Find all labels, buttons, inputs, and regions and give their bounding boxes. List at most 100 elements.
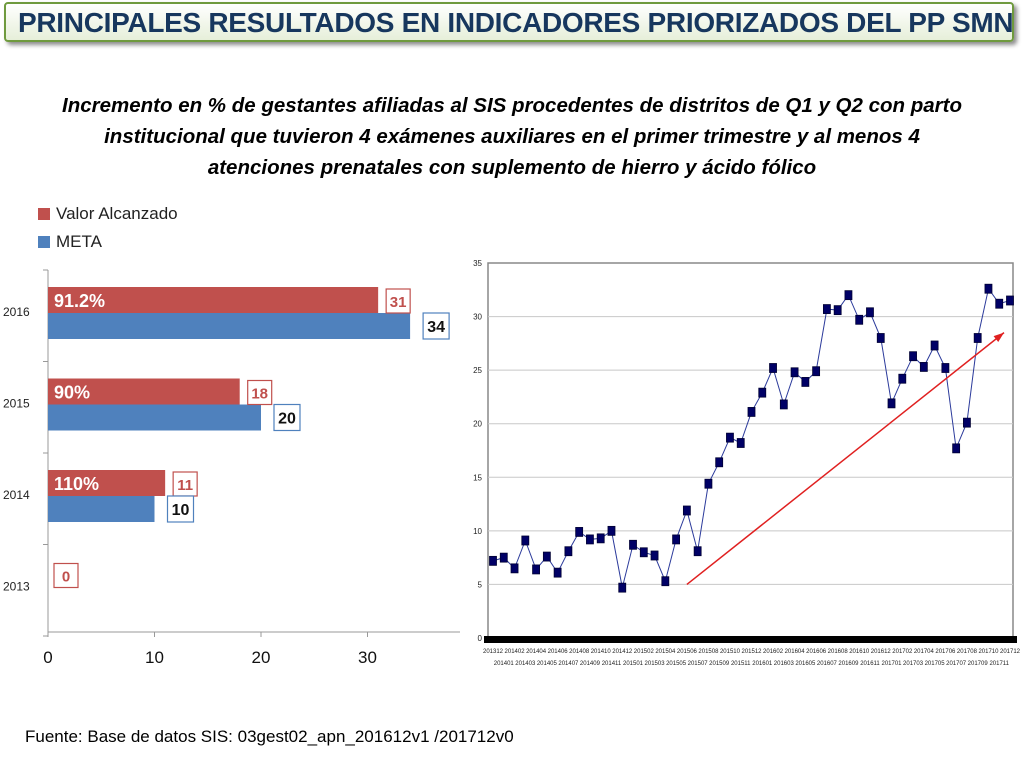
- data-point: [876, 333, 885, 343]
- x-tick-label: 201702: [892, 649, 913, 655]
- data-point: [553, 567, 562, 578]
- category-label: 2015: [3, 397, 30, 411]
- data-point: [887, 398, 896, 409]
- y-tick-label: 20: [473, 420, 482, 429]
- data-label-valor: 31: [390, 294, 407, 311]
- data-point: [973, 333, 982, 343]
- data-point: [747, 407, 756, 417]
- data-point: [822, 304, 831, 314]
- x-tick-label: 201711: [989, 661, 1009, 667]
- data-point: [726, 432, 734, 443]
- data-point: [898, 373, 907, 384]
- data-point: [833, 305, 842, 316]
- subtitle-line: atenciones prenatales con suplemento de …: [207, 156, 817, 179]
- x-tick-label: 201712: [1000, 649, 1020, 655]
- trend-arrow-head: [993, 332, 1004, 343]
- data-point: [704, 478, 713, 489]
- data-point: [639, 547, 648, 558]
- data-point: [607, 525, 616, 536]
- x-tick-label: 201406: [548, 649, 569, 655]
- x-tick-label: 201510: [720, 649, 741, 655]
- data-point: [984, 283, 993, 294]
- trend-arrow-line: [686, 332, 1005, 586]
- x-tick-label: 201509: [709, 661, 730, 667]
- percent-label: 110%: [54, 474, 99, 494]
- x-tick-label: 201507: [688, 661, 709, 667]
- data-label-valor: 0: [62, 569, 70, 586]
- bar-chart: 0 10 20 30 2016 91.2% 31 34 2015 90% 18 20 2014 110% 1…: [3, 269, 465, 667]
- data-point: [952, 443, 961, 454]
- bar-meta: [48, 404, 261, 431]
- x-tick-label: 201501: [623, 661, 644, 667]
- y-tick-label: 35: [473, 259, 482, 268]
- x-tick-label: 201607: [817, 661, 838, 667]
- data-point: [575, 527, 584, 537]
- x-tick-label: 201504: [655, 649, 676, 655]
- x-tick-label: 201503: [645, 661, 666, 667]
- x-tick-label: 10: [145, 648, 164, 667]
- data-point: [682, 505, 691, 516]
- x-tick-label: 201408: [569, 649, 590, 655]
- x-tick-label: 201608: [828, 649, 849, 655]
- x-tick-label: 201612: [871, 649, 892, 655]
- x-tick-label: 201706: [935, 649, 956, 655]
- percent-label: 91.2%: [54, 291, 105, 311]
- x-tick-label: 201502: [634, 649, 655, 655]
- data-point: [672, 534, 681, 545]
- data-label-meta: 10: [172, 502, 190, 519]
- plot-area: [487, 262, 1014, 639]
- x-tick-label: 201511: [731, 661, 751, 667]
- x-tick-label: 201512: [741, 649, 762, 655]
- data-point: [596, 533, 605, 544]
- value-box-red: [172, 471, 198, 497]
- data-point: [812, 366, 821, 377]
- x-tick-label: 201508: [698, 649, 719, 655]
- data-point: [941, 363, 950, 373]
- percent-label: 90%: [54, 383, 90, 403]
- data-point: [564, 546, 573, 557]
- y-tick-label: 25: [473, 366, 482, 375]
- data-point: [650, 550, 659, 561]
- data-point: [532, 564, 540, 575]
- data-point: [963, 417, 971, 428]
- source-note: Fuente: Base de datos SIS: 03gest02_apn_…: [25, 727, 514, 746]
- data-label-valor: 18: [251, 386, 268, 403]
- value-box-red: [385, 288, 411, 314]
- data-point: [801, 377, 810, 387]
- data-point: [844, 290, 853, 301]
- bar-chart-legend: Valor Alcanzado META: [38, 200, 178, 256]
- x-tick-label: 201402: [505, 649, 526, 655]
- legend-item-valor: Valor Alcanzado: [38, 200, 178, 228]
- value-box-red: [53, 562, 79, 589]
- y-tick-label: 30: [473, 313, 482, 322]
- x-tick-label: 201505: [666, 661, 687, 667]
- data-label-valor: 11: [177, 477, 193, 494]
- data-point: [521, 535, 530, 546]
- legend-swatch-blue: [38, 236, 50, 248]
- data-point: [779, 399, 788, 410]
- title-banner: PRINCIPALES RESULTADOS EN INDICADORES PR…: [4, 2, 1014, 42]
- x-tick-label: 201704: [914, 649, 935, 655]
- data-point: [489, 555, 497, 566]
- data-point: [769, 363, 777, 373]
- data-point: [693, 546, 702, 557]
- category-label: 2016: [3, 305, 30, 319]
- x-tick-label: 201403: [515, 661, 536, 667]
- x-tick-label: 201312: [483, 649, 504, 655]
- data-point: [499, 552, 508, 563]
- page-title: PRINCIPALES RESULTADOS EN INDICADORES PR…: [18, 7, 1014, 38]
- data-point: [586, 534, 594, 545]
- data-point: [758, 387, 767, 398]
- x-tick-label: 20: [252, 648, 271, 667]
- x-tick-label: 201404: [526, 649, 547, 655]
- x-tick-label: 201604: [785, 649, 806, 655]
- x-tick-label: 201609: [838, 661, 859, 667]
- line-chart: 0510152025303520131220140120140220140320…: [460, 255, 1020, 685]
- data-point: [866, 307, 874, 318]
- y-tick-label: 10: [473, 527, 482, 536]
- x-tick-label: 201709: [968, 661, 989, 667]
- value-box-blue: [273, 403, 301, 432]
- x-tick-label: 201610: [849, 649, 870, 655]
- x-tick-label: 201601: [752, 661, 773, 667]
- data-point: [855, 314, 864, 325]
